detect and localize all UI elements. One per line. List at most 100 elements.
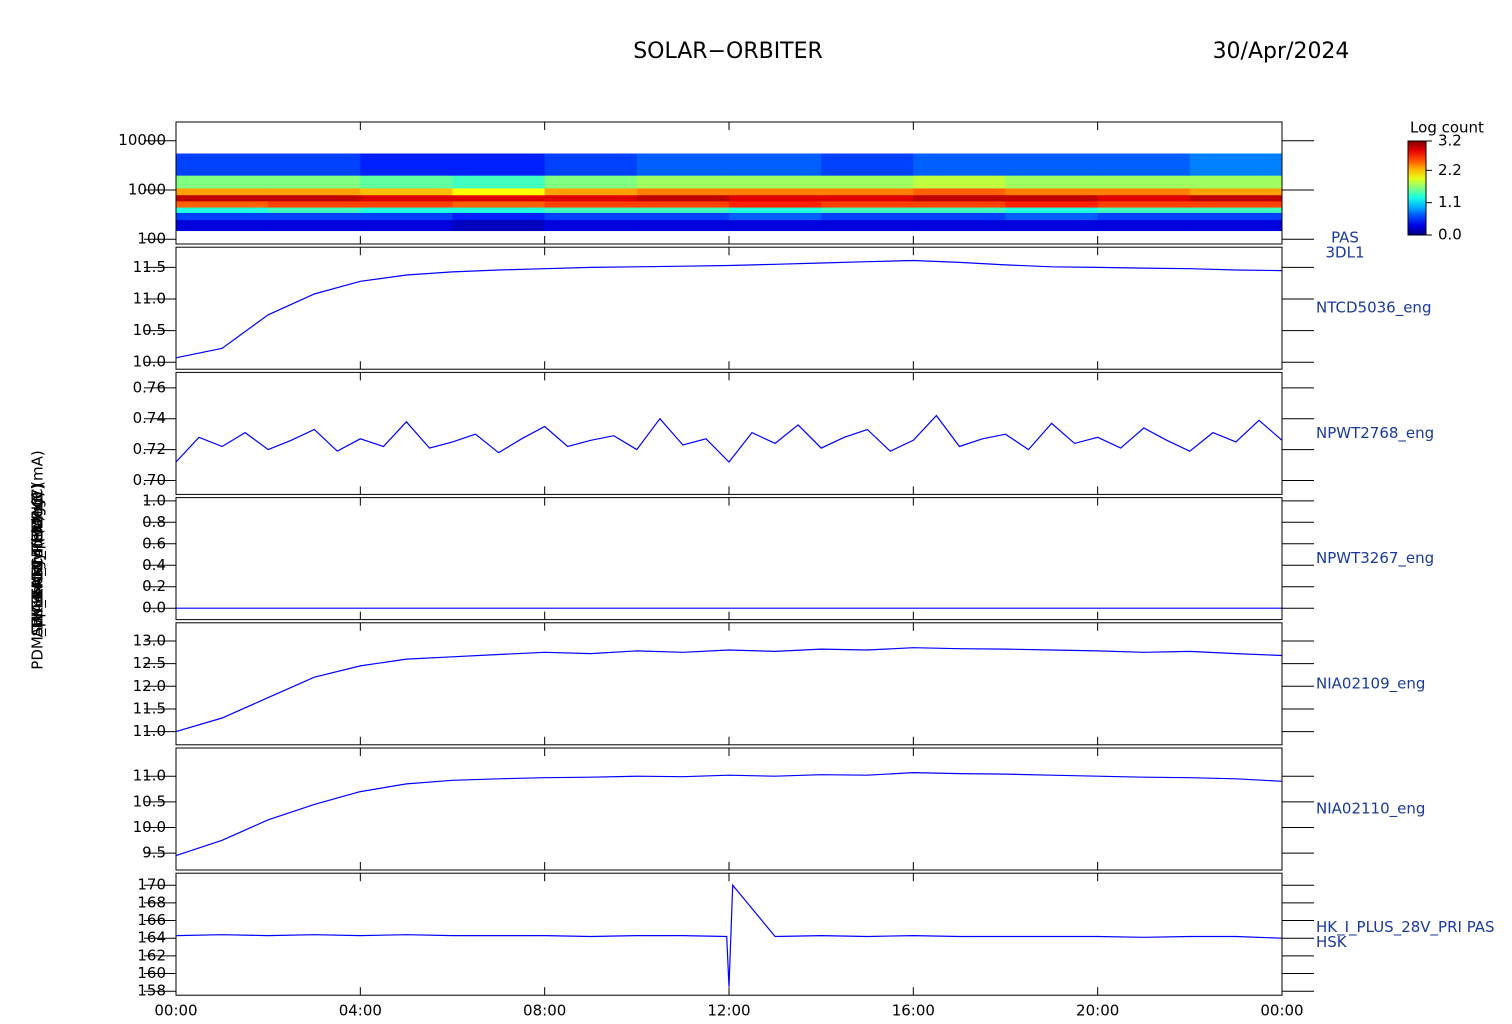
heat-cell: [1005, 187, 1099, 196]
heat-cell: [544, 153, 638, 176]
heat-cell: [636, 175, 730, 189]
heat-cell: [636, 153, 730, 176]
heat-cell: [729, 207, 822, 213]
heat-cell: [360, 175, 453, 189]
heat-cell: [360, 212, 453, 221]
y-tick-label: 10000: [118, 131, 166, 149]
heat-cell: [1005, 207, 1099, 213]
heat-cell: [1189, 200, 1283, 208]
heat-cell: [268, 187, 361, 196]
heat-cell: [268, 175, 361, 189]
heat-cell: [176, 153, 269, 176]
heat-cell: [821, 207, 914, 213]
heat-cell: [729, 219, 822, 232]
heat-cell: [452, 187, 546, 196]
heat-cell: [452, 207, 546, 213]
heat-cell: [1005, 200, 1099, 208]
heat-cell: [913, 194, 1006, 202]
panel-label: PAS: [1331, 229, 1359, 247]
heat-cell: [821, 212, 914, 221]
heat-cell: [176, 175, 269, 189]
panel-label: NIA02109_eng: [1316, 674, 1425, 693]
heat-cell: [1097, 175, 1191, 189]
y-axis-label: Approx Temp (DegC): [29, 483, 47, 638]
heat-cell: [360, 200, 453, 208]
heat-cell: [821, 219, 914, 232]
x-tick-label: 00:00: [1260, 1002, 1303, 1020]
heat-cell: [268, 219, 361, 232]
y-axis-label: Energy (eV): [29, 516, 47, 604]
heat-cell: [1097, 153, 1191, 176]
panel-frame: [175, 872, 1283, 996]
panel: 9.510.010.511.0: [133, 747, 1314, 871]
heat-cell: [176, 187, 269, 196]
x-tick-label: 08:00: [523, 1002, 566, 1020]
heat-cell: [1189, 175, 1283, 189]
heat-cell: [1097, 219, 1191, 232]
heat-cell: [729, 200, 822, 208]
heat-cell: [452, 153, 546, 176]
heat-cell: [821, 175, 914, 189]
panel: 0.700.720.740.76: [133, 371, 1314, 495]
chart-title: SOLAR−ORBITER: [633, 39, 823, 64]
heat-cell: [1005, 153, 1099, 176]
heat-cell: [1097, 194, 1191, 202]
heat-cell: [913, 200, 1006, 208]
heat-cell: [268, 212, 361, 221]
heat-cell: [729, 194, 822, 202]
heat-cell: [452, 175, 546, 189]
heat-cell: [544, 175, 638, 189]
y-axis-label: THERM_C5 (DegC): [29, 491, 48, 630]
heat-cell: [1005, 175, 1099, 189]
heat-cell: [729, 153, 822, 176]
panel-label: NPWT3267_eng: [1316, 549, 1434, 568]
heat-cell: [1189, 219, 1283, 232]
colorbar-label: Log count: [1410, 119, 1484, 137]
line: [175, 414, 1283, 463]
line: [175, 883, 1283, 987]
line: [175, 259, 1283, 359]
colorbar-tick-label: 2.2: [1438, 161, 1462, 179]
heat-cell: [268, 153, 361, 176]
y-axis-label: PDM_HK_IMON_PERMLB (mA): [29, 450, 48, 669]
panel-label: NPWT2768_eng: [1316, 424, 1434, 443]
heat-cell: [729, 175, 822, 189]
heat-cell: [1097, 212, 1191, 221]
heat-cell: [821, 194, 914, 202]
heat-cell: [360, 219, 453, 232]
heat-cell: [360, 194, 453, 202]
heat-cell: [544, 219, 638, 232]
heat-cell: [544, 187, 638, 196]
heat-cell: [636, 187, 730, 196]
heat-cell: [821, 153, 914, 176]
heat-cell: [176, 212, 269, 221]
y-axis-label: THERM_C4 (DegC): [29, 491, 48, 630]
heat-cell: [1005, 194, 1099, 202]
heat-cell: [1097, 200, 1191, 208]
x-tick-label: 04:00: [339, 1002, 382, 1020]
heat-cell: [729, 187, 822, 196]
panel: 0.00.20.40.60.81.0: [142, 491, 1314, 621]
panel-frame: [175, 747, 1283, 871]
heat-cell: [821, 187, 914, 196]
heat-cell: [452, 194, 546, 202]
y-axis-label: SWA-EAS1_TEMP (V): [29, 484, 48, 637]
heat-cell: [636, 219, 730, 232]
panel-label: HSK: [1316, 933, 1348, 951]
x-tick-label: 12:00: [707, 1002, 750, 1020]
colorbar-tick-label: 0.0: [1438, 226, 1462, 244]
heat-cell: [544, 200, 638, 208]
heat-cell: [913, 153, 1006, 176]
line: [175, 771, 1283, 857]
panel-frame: [175, 121, 1283, 245]
panel-frame: [175, 622, 1283, 746]
heat-cell: [1005, 219, 1099, 232]
heat-cell: [268, 207, 361, 213]
heat-cell: [544, 212, 638, 221]
x-tick-label: 00:00: [154, 1002, 197, 1020]
heat-cell: [1005, 212, 1099, 221]
heat-cell: [360, 153, 453, 176]
heat-cell: [544, 194, 638, 202]
colorbar-tick-label: 3.2: [1438, 132, 1462, 150]
